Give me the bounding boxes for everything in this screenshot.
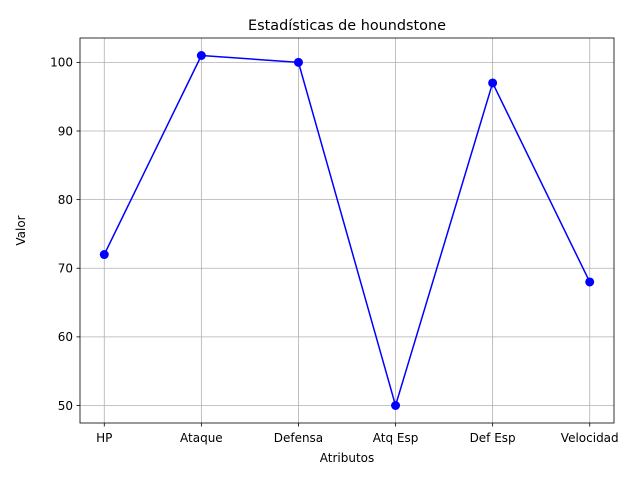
x-tick-label: Atq Esp	[373, 431, 419, 445]
data-point	[585, 277, 595, 287]
x-tick-label: Ataque	[180, 431, 223, 445]
x-tick-label: Defensa	[274, 431, 323, 445]
y-tick-label: 80	[58, 193, 73, 207]
chart-title: Estadísticas de houndstone	[248, 18, 446, 34]
series-0	[99, 51, 595, 410]
data-point	[196, 51, 206, 60]
y-axis-label: Valor	[14, 215, 28, 245]
x-axis-label: Atributos	[320, 451, 375, 465]
data-point	[391, 401, 401, 410]
data-point	[99, 250, 109, 260]
data-point	[488, 78, 498, 88]
x-tick-label: Def Esp	[470, 431, 516, 445]
grid	[80, 38, 614, 423]
ticks: HP Ataque Defensa Atq Esp Def Esp Velocidad 50…	[50, 56, 619, 445]
plot-frame	[79, 37, 615, 424]
y-tick-label: 70	[58, 262, 73, 276]
y-tick-label: 90	[58, 124, 73, 138]
x-tick-label: HP	[96, 431, 112, 445]
y-tick-label: 50	[58, 399, 73, 413]
data-point	[293, 57, 303, 67]
series-layer	[99, 51, 595, 410]
y-tick-label: 60	[58, 330, 73, 344]
y-tick-label: 100	[50, 56, 73, 70]
series-line	[103, 54, 591, 407]
x-tick-label: Velocidad	[561, 431, 619, 445]
